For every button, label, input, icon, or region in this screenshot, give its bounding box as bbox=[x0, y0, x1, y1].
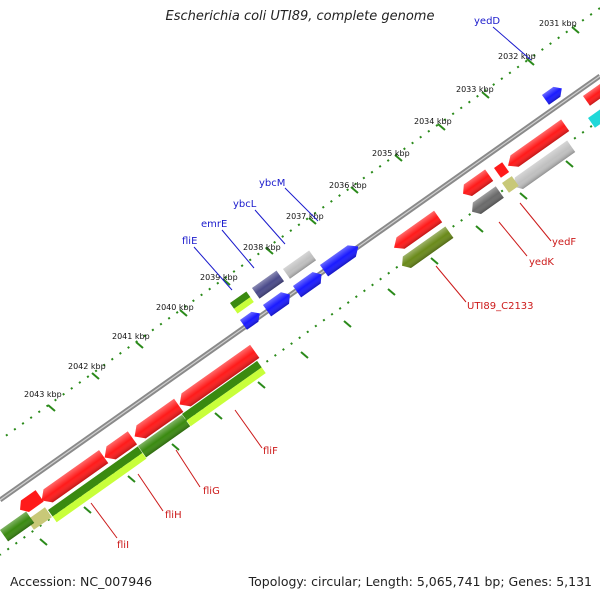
gene-arrow-ybcM bbox=[320, 245, 359, 277]
gene-arrow-fliI bbox=[0, 511, 35, 542]
kbp-labels: 2031 kbp 2032 kbp 2033 kbp 2034 kbp 2035… bbox=[24, 19, 577, 399]
gene-label-fliI: fliI bbox=[117, 540, 129, 551]
major-ticks bbox=[39, 26, 580, 546]
label-leaders bbox=[90, 26, 552, 539]
gene-arrow-blue-d bbox=[240, 311, 260, 330]
gene-label-yedD: yedD bbox=[474, 16, 500, 27]
gene-arrow-blue-b bbox=[293, 272, 322, 298]
kbp-label: 2039 kbp bbox=[200, 273, 238, 282]
gene-arrow-flif-red bbox=[179, 344, 260, 407]
gene-arrow-flih-red bbox=[104, 431, 137, 460]
gene-arrow-yedD-region bbox=[542, 86, 562, 105]
gene-label-fliH: fliH bbox=[165, 510, 182, 521]
gene-arrow-red-b bbox=[494, 162, 510, 178]
gene-label-fliG: fliG bbox=[203, 486, 220, 497]
kbp-label: 2040 kbp bbox=[156, 303, 194, 312]
gene-arrow-UTI89_C2133 bbox=[402, 226, 454, 268]
reverse-genes bbox=[0, 107, 600, 542]
kbp-label: 2033 kbp bbox=[456, 85, 494, 94]
gene-arrow-red-end bbox=[20, 490, 44, 512]
gene-label-fliF: fliF bbox=[263, 446, 278, 457]
gene-arrow-navy bbox=[252, 270, 284, 299]
topology-text: Topology: circular; Length: 5,065,741 bp… bbox=[248, 574, 592, 589]
gene-arrow-flig-red bbox=[134, 398, 184, 439]
gene-arrow-top-right bbox=[583, 83, 600, 106]
gene-label-yedK: yedK bbox=[529, 257, 554, 268]
gene-arrow-cyan bbox=[588, 107, 600, 128]
kbp-label: 2035 kbp bbox=[372, 149, 410, 158]
gene-arrow-fliG bbox=[138, 414, 191, 458]
gene-arrow-fliE bbox=[230, 291, 254, 314]
kbp-label: 2042 kbp bbox=[68, 362, 106, 371]
kbp-label: 2043 kbp bbox=[24, 390, 62, 399]
gene-arrow-UTI89_C2133-red bbox=[394, 210, 443, 249]
gene-label-fliE: fliE bbox=[182, 236, 197, 247]
kbp-label: 2031 kbp bbox=[539, 19, 577, 28]
gene-label-emrE: emrE bbox=[201, 219, 227, 230]
accession-text: Accession: NC_007946 bbox=[10, 574, 153, 589]
kbp-label: 2041 kbp bbox=[112, 332, 150, 341]
map-title: Escherichia coli UTI89, complete genome bbox=[165, 9, 435, 24]
inner-scale-ring bbox=[0, 119, 600, 556]
gene-arrow-fliH bbox=[48, 446, 147, 523]
gene-arrow-flii-red bbox=[41, 450, 109, 503]
gene-arrow-gray-b bbox=[514, 140, 576, 189]
gene-arrow-khaki bbox=[502, 176, 519, 193]
gene-label-UTI89_C2133: UTI89_C2133 bbox=[467, 301, 534, 312]
gene-arrow-fliF bbox=[182, 360, 266, 427]
gene-arrow-khaki-b bbox=[26, 507, 52, 530]
kbp-label: 2038 kbp bbox=[243, 243, 281, 252]
gene-arrow-yedF bbox=[463, 169, 494, 196]
kbp-label: 2036 kbp bbox=[329, 181, 367, 190]
kbp-label: 2034 kbp bbox=[414, 117, 452, 126]
gene-labels: yedD ybcM ybcL emrE fliE yedF yedK UTI89… bbox=[117, 16, 576, 551]
gene-label-ybcM: ybcM bbox=[259, 178, 285, 189]
kbp-label: 2032 kbp bbox=[498, 52, 536, 61]
gene-label-ybcL: ybcL bbox=[233, 199, 257, 210]
forward-genes bbox=[230, 83, 600, 330]
gene-label-yedF: yedF bbox=[552, 237, 576, 248]
outer-scale-ring bbox=[0, 7, 600, 441]
kbp-label: 2037 kbp bbox=[286, 212, 324, 221]
gene-arrow-red-a bbox=[508, 119, 570, 167]
gene-arrow-blue-c bbox=[263, 292, 290, 317]
gene-arrow-yedK bbox=[472, 186, 504, 214]
gene-arrow-gray bbox=[283, 250, 317, 279]
